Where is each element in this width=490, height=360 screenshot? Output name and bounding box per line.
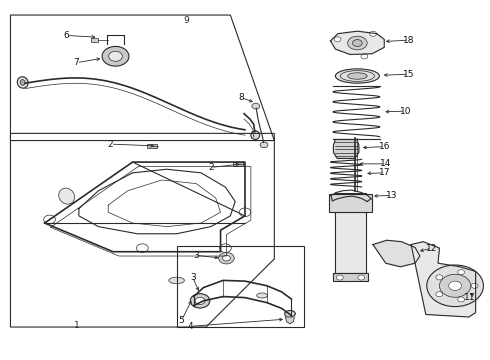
Ellipse shape <box>20 80 25 85</box>
Circle shape <box>336 275 343 280</box>
Text: 14: 14 <box>380 159 392 168</box>
Text: 17: 17 <box>378 168 390 177</box>
Polygon shape <box>373 240 420 267</box>
Text: 2: 2 <box>108 140 114 149</box>
Circle shape <box>436 275 442 280</box>
Circle shape <box>361 54 368 59</box>
Text: 9: 9 <box>183 16 189 25</box>
Ellipse shape <box>109 51 122 61</box>
Polygon shape <box>333 139 359 158</box>
Circle shape <box>239 208 251 217</box>
Text: 12: 12 <box>426 244 438 253</box>
Text: 6: 6 <box>64 31 70 40</box>
Bar <box>147 144 157 148</box>
Text: 11: 11 <box>464 293 475 302</box>
Text: 16: 16 <box>378 142 390 151</box>
Circle shape <box>436 292 442 297</box>
Ellipse shape <box>257 293 268 298</box>
Text: 10: 10 <box>399 107 411 116</box>
Ellipse shape <box>195 297 205 305</box>
Circle shape <box>440 274 471 297</box>
Circle shape <box>369 31 376 36</box>
Ellipse shape <box>347 36 367 50</box>
Text: 8: 8 <box>238 93 244 102</box>
Bar <box>233 162 243 166</box>
Circle shape <box>334 37 341 42</box>
Circle shape <box>44 215 55 224</box>
Circle shape <box>427 265 484 307</box>
Polygon shape <box>331 31 384 54</box>
Circle shape <box>137 244 148 252</box>
Ellipse shape <box>252 103 260 109</box>
Text: 15: 15 <box>403 70 415 79</box>
Circle shape <box>220 244 231 252</box>
Ellipse shape <box>59 188 74 204</box>
Ellipse shape <box>102 46 129 66</box>
Polygon shape <box>286 317 294 324</box>
Circle shape <box>219 252 234 264</box>
Ellipse shape <box>260 142 268 148</box>
Polygon shape <box>411 242 476 317</box>
Circle shape <box>471 283 478 288</box>
Text: 3: 3 <box>190 273 196 282</box>
Text: 7: 7 <box>74 58 79 67</box>
Bar <box>335 193 366 273</box>
Text: 18: 18 <box>403 36 415 45</box>
Ellipse shape <box>169 277 184 284</box>
Text: 13: 13 <box>386 191 397 200</box>
Circle shape <box>458 270 465 275</box>
Text: 5: 5 <box>179 316 184 325</box>
Text: 2: 2 <box>208 163 214 172</box>
Bar <box>333 273 368 281</box>
Ellipse shape <box>251 131 260 139</box>
Ellipse shape <box>17 77 28 88</box>
Text: 3: 3 <box>193 251 199 260</box>
Ellipse shape <box>335 69 379 83</box>
Circle shape <box>458 297 465 302</box>
Text: 4: 4 <box>188 322 193 331</box>
Ellipse shape <box>190 294 210 308</box>
Circle shape <box>222 255 230 261</box>
Text: 1: 1 <box>74 321 79 330</box>
Ellipse shape <box>352 40 362 46</box>
Circle shape <box>449 281 462 291</box>
Ellipse shape <box>347 73 367 79</box>
Bar <box>91 39 98 42</box>
Circle shape <box>358 275 365 280</box>
Bar <box>329 194 372 212</box>
Ellipse shape <box>285 311 295 317</box>
